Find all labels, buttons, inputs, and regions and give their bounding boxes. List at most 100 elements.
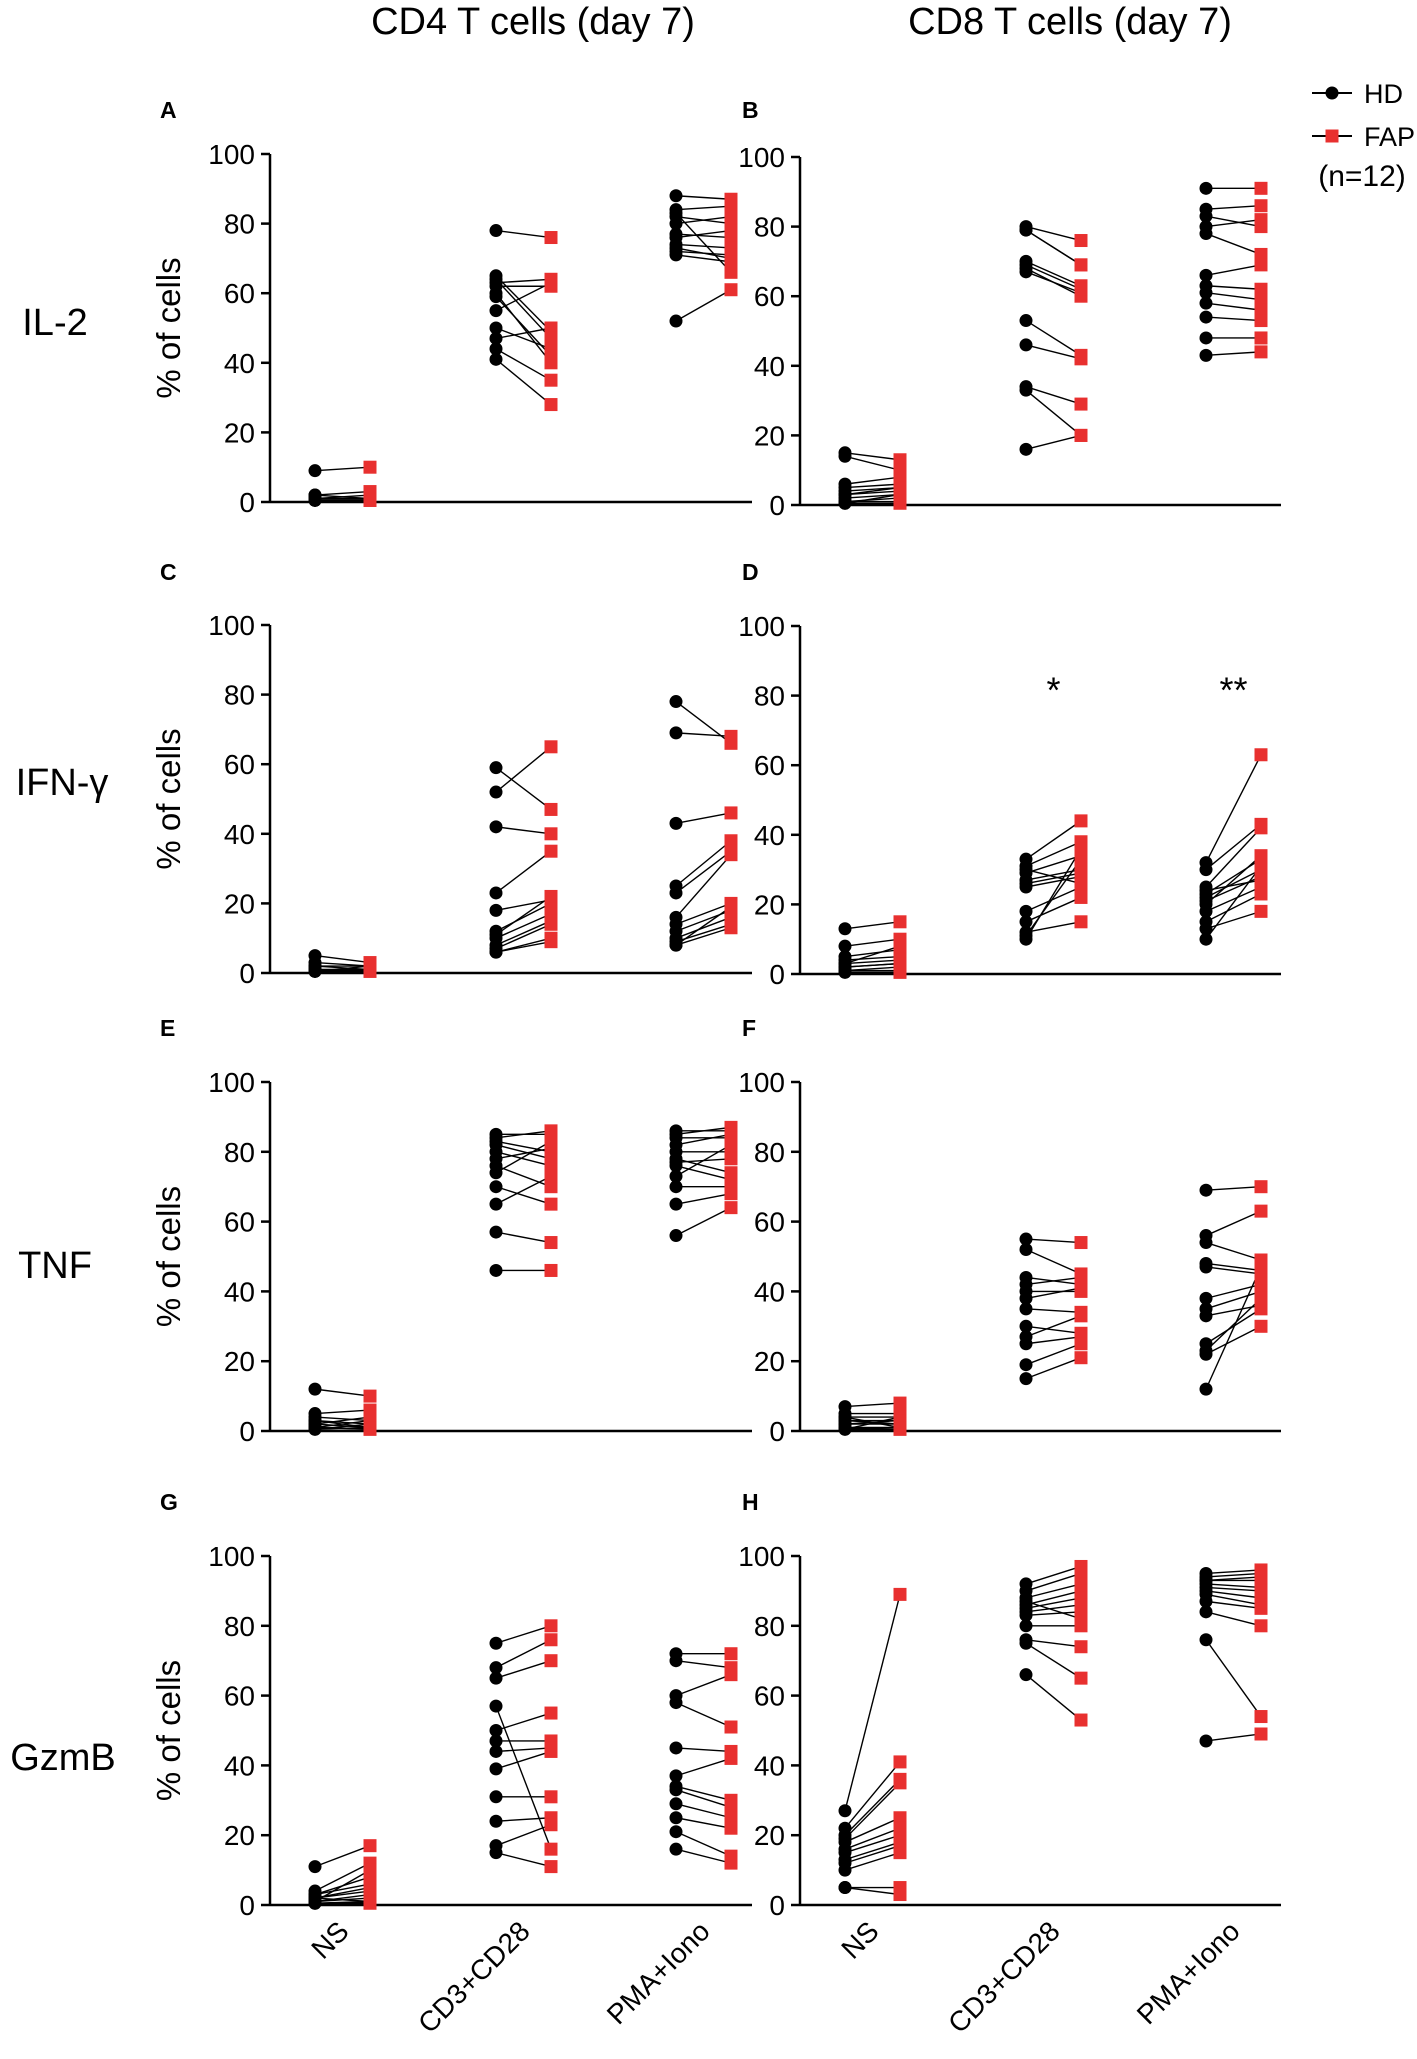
fap-point <box>1074 1713 1088 1727</box>
hd-point <box>308 1860 322 1874</box>
y-tick-label: 0 <box>769 490 785 521</box>
pair-line <box>495 1140 552 1174</box>
fap-point <box>544 1818 558 1832</box>
pair-line <box>1025 1642 1082 1679</box>
hd-point <box>1019 1668 1033 1682</box>
pair-line <box>1205 302 1262 311</box>
hd-point <box>489 1180 503 1194</box>
fap-point <box>544 1197 558 1211</box>
fap-point <box>724 1201 738 1215</box>
panel-h: H 0 20 40 60 80 100 NS CD3+CD28 PMA+Iono <box>738 1489 1281 2039</box>
pair-line <box>675 243 732 249</box>
y-tick-label: 60 <box>754 281 785 312</box>
x-tick-label: PMA+Iono <box>1131 1915 1246 2030</box>
fap-point <box>1074 1236 1088 1250</box>
fap-point <box>1254 213 1268 227</box>
fap-point <box>1254 247 1268 261</box>
col-title-cd4: CD4 T cells (day 7) <box>371 1 695 43</box>
pair-line <box>1205 1590 1262 1599</box>
fap-point <box>1074 234 1088 248</box>
fap-point <box>724 283 738 297</box>
pair-line <box>314 1426 371 1430</box>
fap-point <box>1074 397 1088 411</box>
pair-line <box>495 899 552 912</box>
fap-point <box>1254 1260 1268 1274</box>
hd-point <box>1199 268 1213 282</box>
hd-point <box>1199 897 1213 911</box>
pair-line <box>844 1778 901 1836</box>
hd-point <box>1019 314 1033 328</box>
y-tick-label: 80 <box>754 681 785 712</box>
panel-c: C 0 20 40 60 80 100 % of cells <box>150 559 752 989</box>
pair-line <box>495 292 552 364</box>
pair-line <box>495 1824 552 1847</box>
pair-line <box>675 1207 732 1237</box>
hd-point <box>489 761 503 775</box>
hd-point <box>1199 209 1213 223</box>
pair-line <box>314 490 371 496</box>
fap-point <box>544 1744 558 1758</box>
hd-point <box>669 217 683 231</box>
pair-line <box>1025 1325 1082 1334</box>
fap-point <box>1254 282 1268 296</box>
fap-point <box>544 740 558 754</box>
fap-point <box>544 889 558 903</box>
fap-point <box>1074 842 1088 856</box>
fap-point <box>1254 345 1268 359</box>
pair-line <box>1025 1597 1082 1610</box>
fap-point <box>1074 352 1088 366</box>
hd-point <box>669 1741 683 1755</box>
hd-point <box>489 342 503 356</box>
fap-point <box>1254 293 1268 307</box>
y-tick-label: 100 <box>738 611 785 642</box>
legend-hd-label: HD <box>1364 79 1403 109</box>
panel-g: G 0 20 40 60 80 100 % of cells NS CD3+CD28 PMA+Ion… <box>150 1489 752 2039</box>
y-tick-label: 40 <box>754 351 785 382</box>
row-label-ifng: IFN-γ <box>16 762 109 804</box>
pair-line <box>675 1831 732 1857</box>
pair-line <box>1205 205 1262 210</box>
fap-point <box>1254 1180 1268 1194</box>
fap-point <box>363 1389 377 1403</box>
pair-line <box>1205 1241 1262 1261</box>
fap-point <box>363 963 377 977</box>
hd-point <box>838 1410 852 1424</box>
hd-point <box>1019 1319 1033 1333</box>
fap-point <box>724 900 738 914</box>
fap-point <box>1074 890 1088 904</box>
fap-point <box>1254 1204 1268 1218</box>
hd-point <box>489 1661 503 1675</box>
hd-point <box>489 1166 503 1180</box>
hd-point <box>1019 1302 1033 1316</box>
fap-point <box>1074 1281 1088 1295</box>
y-tick-label: 60 <box>224 1681 255 1712</box>
pair-line <box>1025 1674 1082 1721</box>
hd-point <box>308 464 322 478</box>
pair-line <box>1205 865 1262 940</box>
hd-point <box>489 1762 503 1776</box>
panel-letter: F <box>742 1015 756 1041</box>
pair-line <box>495 275 552 332</box>
pair-line <box>675 289 732 322</box>
x-tick-label: NS <box>835 1915 884 1964</box>
pair-line <box>844 962 901 968</box>
hd-point <box>669 886 683 900</box>
fap-point <box>724 1647 738 1661</box>
panel-letter: A <box>160 97 177 123</box>
y-tick-label: 100 <box>738 1067 785 1098</box>
fap-point <box>363 460 377 474</box>
y-tick-label: 60 <box>754 1681 785 1712</box>
hd-point <box>1199 1236 1213 1250</box>
pair-line <box>495 1151 552 1167</box>
pair-line <box>675 205 732 211</box>
y-tick-label: 60 <box>224 1207 255 1238</box>
pair-line <box>1025 872 1082 885</box>
x-tick-label: NS <box>305 1915 354 1964</box>
legend: HD FAP (n=12) <box>1312 79 1415 193</box>
fap-point <box>544 231 558 245</box>
hd-point <box>669 1169 683 1183</box>
fap-point <box>893 957 907 971</box>
hd-point <box>489 224 503 238</box>
fap-point <box>1074 1309 1088 1323</box>
